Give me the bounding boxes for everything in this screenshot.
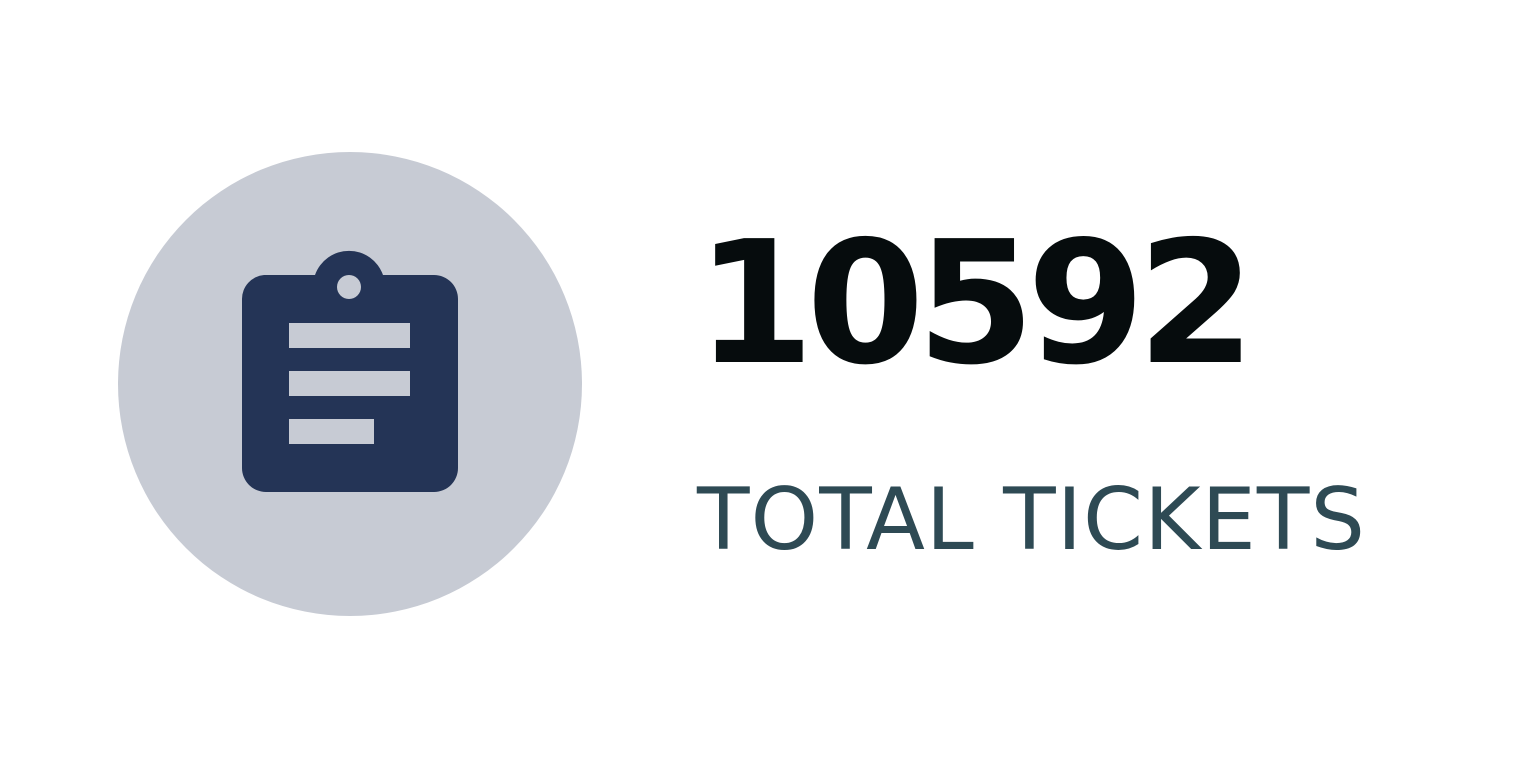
- ticket-count: 10592: [696, 205, 1255, 403]
- icon-circle: [118, 152, 582, 616]
- clipboard-icon: [241, 250, 458, 492]
- stat-label: TOTAL TICKETS: [697, 470, 1366, 570]
